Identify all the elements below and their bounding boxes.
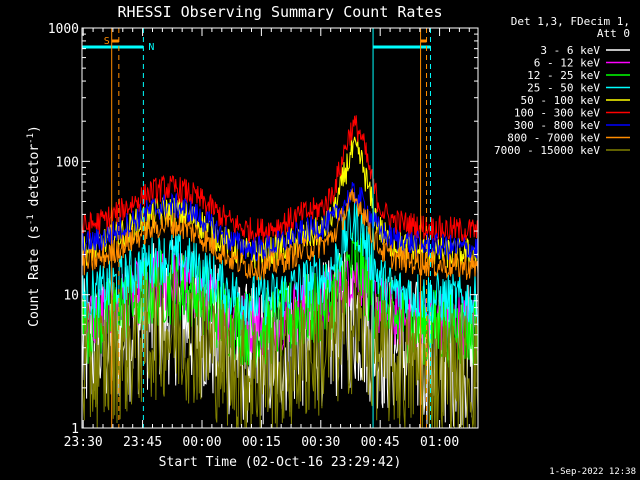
series-line-7: [81, 181, 479, 262]
x-tick-label-3: 00:00: [182, 435, 221, 450]
y-tick-label-1: 1: [71, 422, 79, 437]
series-line-4: [81, 200, 479, 327]
legend-label-9: 7000 - 15000 keV: [494, 144, 600, 157]
series-line-3: [81, 232, 479, 368]
saa-label: S: [104, 36, 110, 47]
legend-header-2: Att 0: [597, 27, 630, 40]
x-tick-label-5: 00:30: [301, 435, 340, 450]
plot-frame: [81, 27, 479, 429]
legend-label-7: 300 - 800 keV: [514, 119, 600, 132]
series-line-8: [81, 187, 479, 281]
legend-header-1: Det 1,3, FDecim 1,: [511, 15, 630, 28]
footer-timestamp: 1-Sep-2022 12:38: [549, 467, 636, 477]
x-tick-label-4: 00:15: [242, 435, 281, 450]
series-line-9: [81, 267, 479, 429]
y-axis-label-main: Count Rate (s: [27, 225, 42, 327]
legend-label-8: 800 - 7000 keV: [507, 132, 600, 145]
axes-layer: 1 10 100 1000 23:30 23:45 00:00 00:15 00:30 00:45…: [48, 22, 479, 450]
y-axis-label-end: ): [27, 125, 42, 133]
y-axis-label: Count Rate (s-1 detector-1): [26, 125, 42, 327]
legend-label-1: 3 - 6 keV: [540, 44, 600, 57]
legend-label-4: 25 - 50 keV: [527, 82, 600, 95]
chart-title: RHESSI Observing Summary Count Rates: [117, 3, 442, 21]
x-axis-label: Start Time (02-Oct-16 23:29:42): [159, 455, 402, 470]
y-axis-label-sup2: -1: [26, 133, 36, 144]
series-layer: [81, 115, 479, 429]
x-tick-label-6: 00:45: [361, 435, 400, 450]
legend-label-2: 6 - 12 keV: [534, 57, 601, 70]
y-tick-label-2: 10: [63, 289, 79, 304]
night-label: N: [148, 42, 154, 53]
y-axis-label-sup1: -1: [26, 214, 36, 225]
annotation-layer: SN: [82, 28, 431, 428]
y-axis-label-mid: detector: [27, 144, 42, 215]
y-tick-label-4: 1000: [48, 22, 79, 37]
y-tick-label-3: 100: [56, 155, 79, 170]
x-tick-label-1: 23:30: [64, 435, 103, 450]
series-line-6: [81, 115, 479, 245]
legend-label-3: 12 - 25 keV: [527, 69, 600, 82]
legend-label-6: 100 - 300 keV: [514, 107, 600, 120]
legend-label-5: 50 - 100 keV: [521, 94, 601, 107]
x-tick-label-7: 01:00: [420, 435, 459, 450]
x-tick-label-2: 23:45: [123, 435, 162, 450]
